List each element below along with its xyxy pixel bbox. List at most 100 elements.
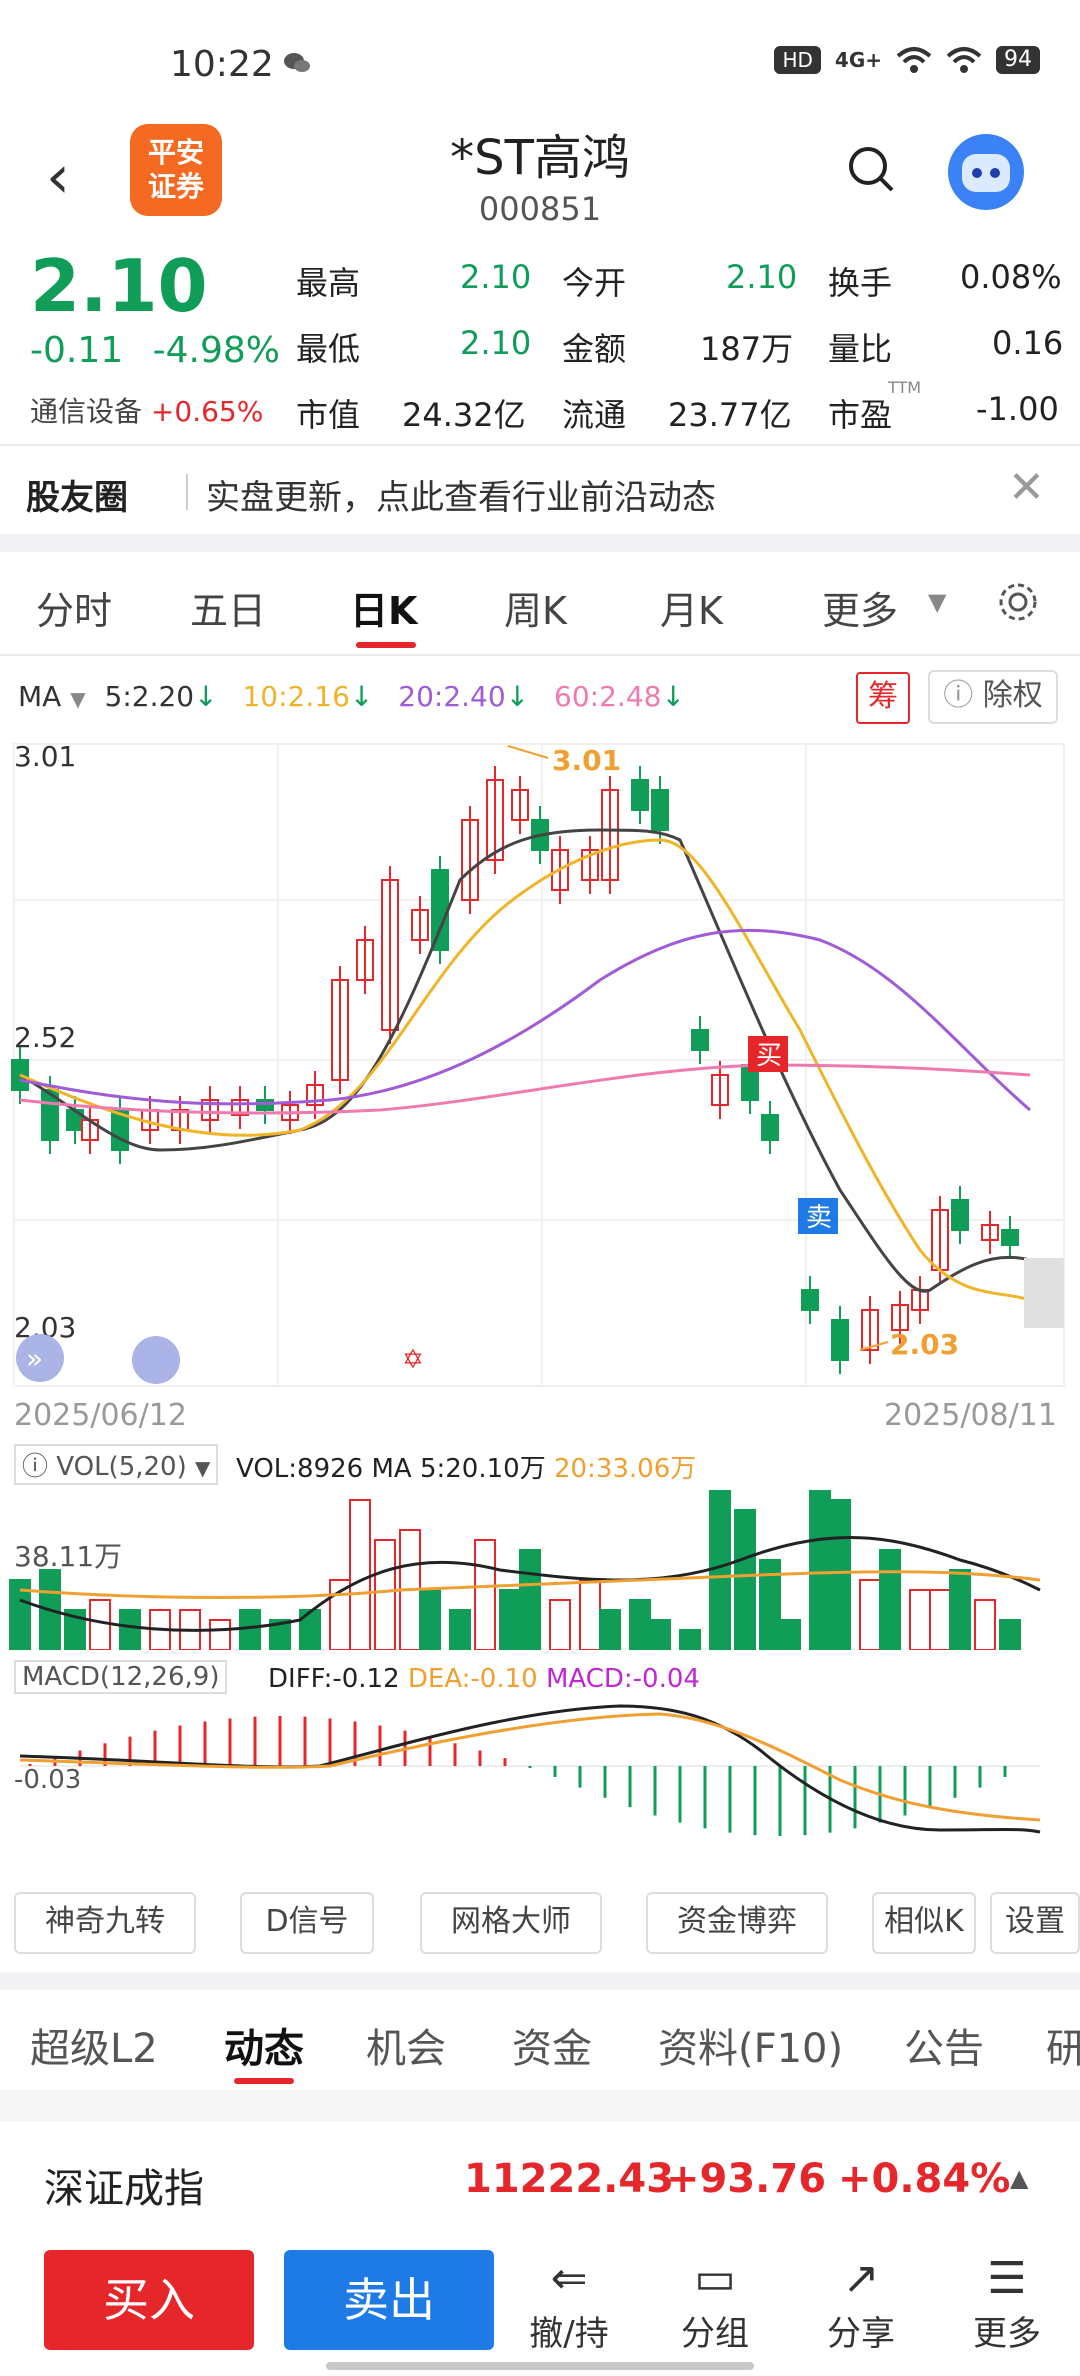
chevron-down-icon: ▼	[70, 687, 86, 711]
tab-intraday[interactable]: 分时	[36, 589, 113, 633]
volume-bar	[829, 1499, 851, 1650]
vol-value: VOL:8926	[236, 1454, 364, 1484]
index-ticker[interactable]: 深证成指 11222.43 +93.76 +0.84% ▲	[0, 2130, 1080, 2230]
stock-title: *ST高鸿	[450, 130, 630, 186]
settings-icon[interactable]	[996, 580, 1040, 624]
share-icon: ↗	[842, 2253, 880, 2304]
stat-label-high: 最高	[296, 264, 361, 302]
expand-icon[interactable]	[16, 1334, 64, 1382]
stat-value-amount: 187万	[700, 330, 794, 368]
sector-name: 通信设备	[30, 395, 143, 428]
stat-label-open: 今开	[562, 264, 627, 302]
tab-monthly-k[interactable]: 月K	[660, 589, 723, 633]
volume-bar	[89, 1599, 111, 1650]
stat-label-float: 流通	[562, 396, 627, 434]
kline-chart[interactable]: 3.01 2.52 2.03 3.01 2.03 买 卖 » ✡	[0, 730, 1080, 1390]
ex-rights-button[interactable]: ⓘ 除权	[928, 670, 1058, 724]
arrow-down-icon: ↓	[661, 680, 685, 713]
vol-indicator-button[interactable]: ⓘ VOL(5,20) ▼	[14, 1444, 219, 1485]
price-change: -0.11 -4.98%	[30, 330, 280, 371]
sell-button[interactable]: 卖出	[284, 2250, 494, 2350]
stat-value-pe: -1.00	[976, 390, 1059, 428]
volume-bar	[679, 1629, 701, 1650]
tab-underline	[234, 2078, 294, 2084]
ma20-value: 20:2.40	[398, 680, 506, 713]
tool-settings[interactable]: 设置	[990, 1892, 1080, 1954]
tab-research[interactable]: 研	[1046, 2026, 1080, 2072]
volume-bar	[209, 1619, 231, 1650]
tab-news-feed[interactable]: 动态	[224, 2026, 304, 2072]
stock-code: 000851	[478, 190, 602, 228]
double-arrow-icon: »	[26, 1342, 43, 1375]
volume-bar	[9, 1579, 31, 1650]
chevron-down-icon: ▼	[195, 1456, 211, 1480]
tab-daily-k[interactable]: 日K	[350, 589, 418, 633]
tool-fund-game[interactable]: 资金博弈	[646, 1892, 828, 1954]
logo-text-2: 证券	[147, 170, 204, 203]
volume-bar	[549, 1599, 571, 1650]
search-icon[interactable]	[846, 144, 896, 194]
stat-label-mktcap: 市值	[296, 396, 361, 434]
broker-logo[interactable]: 平安 证券	[130, 124, 222, 216]
battery-icon: 94	[996, 46, 1040, 74]
tab-weekly-k[interactable]: 周K	[504, 589, 567, 633]
ma-label: MA	[18, 680, 62, 713]
cancel-hold-button[interactable]: ⇐ 撤/持	[514, 2252, 624, 2355]
hd-icon: HD	[774, 46, 821, 74]
volume-bar	[599, 1609, 621, 1650]
ai-assistant-icon[interactable]	[948, 134, 1024, 210]
chip-distribution-button[interactable]: 筹	[856, 672, 910, 724]
fullscreen-icon[interactable]	[132, 1336, 180, 1384]
stat-label-vol-ratio: 量比	[828, 330, 893, 368]
tab-funds[interactable]: 资金	[512, 2026, 592, 2072]
tab-super-l2[interactable]: 超级L2	[30, 2026, 158, 2072]
sector-info[interactable]: 通信设备 +0.65%	[30, 390, 263, 430]
price-axis-high: 3.01	[14, 740, 76, 773]
ma-legend[interactable]: MA ▼ 5:2.20↓ 10:2.16↓ 20:2.40↓ 60:2.48↓	[18, 680, 685, 713]
vol-ma20-line	[19, 1570, 1041, 1599]
home-indicator	[326, 2362, 754, 2370]
max-pointer	[507, 745, 549, 759]
news-bar[interactable]: 股友圈 实盘更新，点此查看行业前沿动态 ✕	[0, 448, 1080, 532]
volume-bar	[269, 1619, 291, 1650]
star-icon: ✡	[402, 1345, 424, 1375]
tab-opportunity[interactable]: 机会	[366, 2026, 446, 2072]
group-button[interactable]: ▭ 分组	[660, 2252, 770, 2355]
share-button[interactable]: ↗ 分享	[806, 2252, 916, 2355]
arrow-down-icon: ↓	[505, 680, 530, 713]
tab-announcements[interactable]: 公告	[904, 2026, 984, 2072]
volume-bar	[649, 1619, 671, 1650]
close-icon[interactable]: ✕	[1008, 462, 1045, 513]
back-icon[interactable]: ‹	[46, 142, 70, 212]
index-name: 深证成指	[44, 2166, 204, 2212]
scroll-handle[interactable]	[1024, 1258, 1064, 1328]
news-separator	[186, 474, 188, 510]
tab-more[interactable]: 更多	[822, 589, 899, 633]
more-button[interactable]: ☰ 更多	[952, 2252, 1062, 2355]
volume-bars	[9, 1490, 1021, 1650]
robot-icon	[962, 154, 1010, 192]
period-tabs: 分时 五日 日K 周K 月K 更多 ▼	[0, 558, 1080, 656]
info-icon: ⓘ	[943, 678, 974, 713]
tool-similar-k[interactable]: 相似K	[872, 1892, 976, 1954]
index-value: 11222.43	[464, 2156, 675, 2202]
news-text: 实盘更新，点此查看行业前沿动态	[206, 478, 716, 518]
tab-five-day[interactable]: 五日	[190, 589, 267, 633]
volume-bar	[974, 1599, 996, 1650]
chevron-down-icon[interactable]: ▼	[928, 588, 947, 616]
macd-indicator-button[interactable]: MACD(12,26,9)	[14, 1660, 228, 1694]
tool-nine-turn[interactable]: 神奇九转	[14, 1892, 196, 1954]
stat-value-vol-ratio: 0.16	[992, 324, 1064, 362]
min-pointer	[859, 1341, 889, 1351]
ma10-value: 10:2.16	[242, 680, 350, 713]
tab-f10[interactable]: 资料(F10)	[658, 2026, 844, 2072]
tool-d-signal[interactable]: D信号	[240, 1892, 374, 1954]
chevron-up-icon[interactable]: ▲	[1010, 2164, 1029, 2192]
last-price: 2.10	[30, 244, 208, 328]
tool-grid-master[interactable]: 网格大师	[420, 1892, 602, 1954]
buy-button[interactable]: 买入	[44, 2250, 254, 2350]
volume-bar	[349, 1499, 371, 1650]
stat-label-turnover: 换手	[828, 264, 893, 302]
action-bar: 买入 卖出 ⇐ 撤/持 ▭ 分组 ↗ 分享 ☰ 更多	[0, 2236, 1080, 2376]
stat-label-amount: 金额	[562, 330, 627, 368]
